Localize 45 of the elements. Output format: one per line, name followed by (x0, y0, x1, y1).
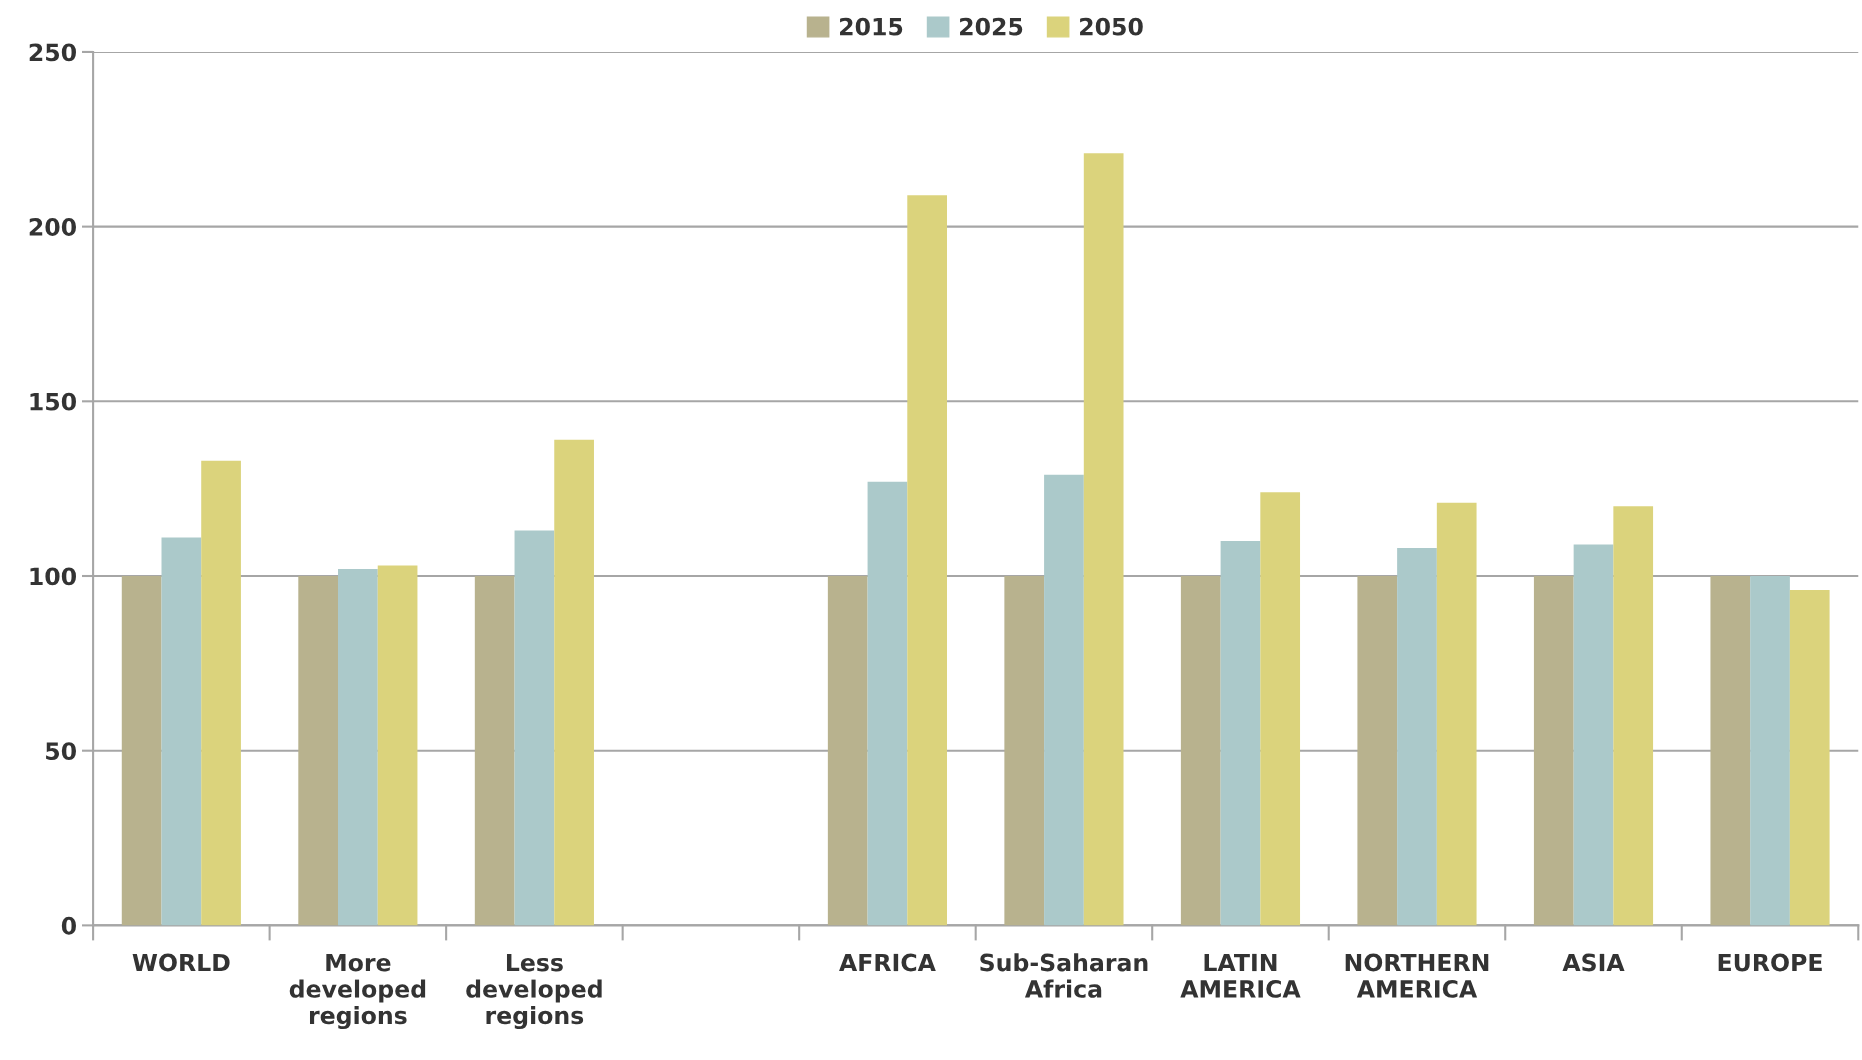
bar (554, 439, 594, 926)
bar (907, 195, 947, 926)
legend-label: 2015 (840, 17, 903, 36)
x-tick-label: LATIN AMERICA (1180, 953, 1301, 998)
bar (298, 576, 339, 926)
bar (1180, 576, 1221, 926)
bar (1710, 576, 1751, 926)
bar (377, 565, 418, 926)
legend-label: 2050 (1080, 17, 1143, 36)
x-tick-label: Sub-Saharan Africa (980, 953, 1148, 998)
bar (121, 576, 162, 926)
y-tick-label: 200 (29, 218, 76, 236)
x-tick-label: WORLD (132, 953, 230, 972)
y-tick-label: 250 (29, 43, 76, 62)
bar (1220, 541, 1261, 926)
y-tick-label: 100 (30, 567, 76, 586)
bar (1004, 576, 1045, 926)
bar (867, 481, 908, 926)
bar (1436, 502, 1477, 926)
x-tick-label: Less developed regions (466, 953, 602, 1030)
bar (1260, 492, 1301, 926)
bar (1750, 576, 1790, 926)
bar (1397, 548, 1437, 926)
bar (1613, 506, 1654, 926)
legend-label: 2025 (960, 17, 1023, 36)
bar (201, 460, 241, 926)
x-tick-label: AFRICA (839, 953, 936, 972)
bar (1533, 576, 1574, 926)
bar (338, 569, 378, 926)
bar (1083, 153, 1124, 926)
bar (474, 576, 515, 926)
x-tick-label: More developed regions (289, 953, 426, 1030)
y-tick-label: 0 (61, 916, 76, 935)
x-tick-label: EUROPE (1718, 953, 1822, 972)
bar (1789, 589, 1830, 926)
x-tick-label: ASIA (1562, 953, 1625, 972)
bar (161, 537, 202, 926)
bar (1573, 544, 1614, 926)
bar (1044, 474, 1084, 926)
bar (1357, 576, 1398, 926)
bar (827, 576, 868, 926)
y-tick-label: 50 (46, 742, 76, 760)
y-tick-label: 150 (30, 392, 76, 411)
bar (514, 530, 555, 926)
x-tick-label: NORTHERN AMERICA (1345, 953, 1489, 998)
